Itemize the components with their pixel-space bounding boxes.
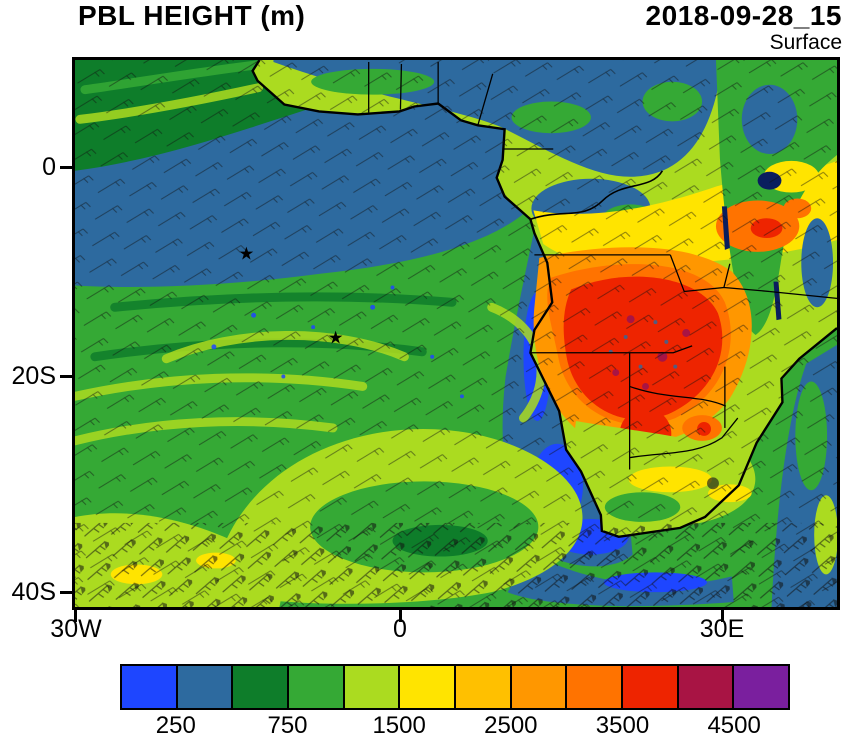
colorbar-cell bbox=[177, 666, 234, 708]
colorbar-tick-label: 750 bbox=[267, 712, 308, 739]
colorbar-cell bbox=[678, 666, 735, 708]
colorbar-cell bbox=[344, 666, 401, 708]
colorbar-tick-label: 250 bbox=[155, 712, 196, 739]
colorbar-cell bbox=[122, 666, 178, 708]
level-label: Surface bbox=[769, 31, 842, 54]
y-axis-label-0: 0 bbox=[42, 153, 56, 181]
pbl-map: ★★ bbox=[75, 60, 837, 607]
x-tick bbox=[74, 610, 77, 622]
colorbar-tick-label: 2500 bbox=[484, 712, 538, 739]
y-tick bbox=[60, 591, 72, 594]
colorbar-cell bbox=[400, 666, 457, 708]
strong-wind-barbs-overlay bbox=[75, 522, 837, 607]
station-markers: ★★ bbox=[238, 244, 343, 348]
colorbar-cell bbox=[623, 666, 679, 708]
y-tick bbox=[60, 375, 72, 378]
wind-barbs-overlay bbox=[75, 60, 837, 607]
colorbar-cell bbox=[233, 666, 290, 708]
colorbar-tick-label: 4500 bbox=[707, 712, 761, 739]
y-axis-label-20s: 20S bbox=[11, 362, 56, 390]
star-marker: ★ bbox=[328, 327, 344, 347]
star-marker: ★ bbox=[238, 244, 254, 264]
colorbar bbox=[120, 664, 790, 710]
colorbar-labels: 250 750 1500 2500 3500 4500 bbox=[120, 712, 790, 742]
colorbar-cell bbox=[734, 666, 789, 708]
colorbar-cell bbox=[567, 666, 624, 708]
x-tick bbox=[399, 610, 402, 622]
y-tick bbox=[60, 166, 72, 169]
colorbar-tick-label: 3500 bbox=[595, 712, 650, 739]
map-plot-frame: ★ ★ bbox=[72, 57, 840, 610]
colorbar-cell bbox=[289, 666, 345, 708]
x-axis-label-0: 0 bbox=[393, 615, 407, 643]
plot-title: PBL HEIGHT (m) bbox=[78, 0, 306, 31]
valid-datetime: 2018-09-28_15 bbox=[645, 0, 842, 31]
y-axis-label-40s: 40S bbox=[11, 578, 56, 606]
colorbar-tick-label: 1500 bbox=[372, 712, 426, 739]
x-tick bbox=[721, 610, 724, 622]
colorbar-cell bbox=[511, 666, 568, 708]
colorbar-cell bbox=[456, 666, 512, 708]
